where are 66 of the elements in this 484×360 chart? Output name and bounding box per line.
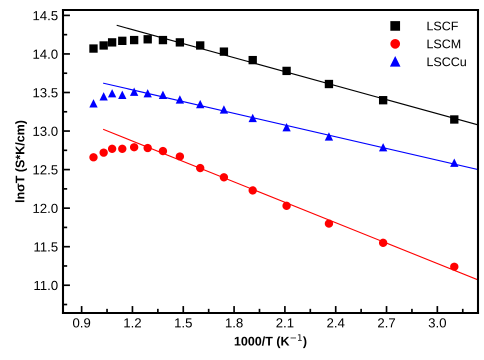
- x-tick-label: 1.8: [226, 318, 243, 328]
- legend-label: LSCCu: [427, 57, 466, 66]
- point: [450, 262, 458, 271]
- point: [176, 95, 184, 104]
- x-axis-title: 1000/T (K$^{−1}$): [234, 334, 306, 348]
- x-tick-label: 3.0: [428, 318, 446, 328]
- point: [108, 144, 116, 153]
- legend-label: LSCM: [427, 39, 460, 48]
- x-tick-label: 2.1: [276, 318, 294, 328]
- point: [220, 105, 228, 114]
- point: [89, 99, 98, 108]
- point: [176, 38, 184, 47]
- point: [158, 146, 168, 156]
- point: [282, 66, 291, 76]
- point: [176, 152, 184, 161]
- point: [130, 143, 138, 152]
- point: [324, 219, 334, 228]
- point: [196, 164, 204, 172]
- point: [196, 41, 204, 50]
- point: [144, 35, 152, 44]
- point: [196, 100, 204, 108]
- point: [248, 56, 257, 64]
- y-tick-label: 12.0: [33, 204, 58, 214]
- point: [158, 90, 168, 99]
- point: [158, 36, 168, 44]
- point: [108, 38, 116, 47]
- x-tick-label: 2.4: [327, 318, 344, 328]
- point: [450, 158, 458, 167]
- point: [220, 47, 228, 56]
- y-tick-label: 14.5: [33, 11, 58, 20]
- y-tick-label: 12.5: [33, 165, 58, 175]
- point: [144, 144, 152, 152]
- x-tick-label: 1.2: [124, 318, 141, 328]
- point: [108, 89, 116, 98]
- y-tick-label: 11.0: [34, 280, 58, 290]
- point: [378, 96, 388, 104]
- point: [118, 90, 126, 99]
- point: [378, 143, 388, 152]
- point: [99, 92, 108, 101]
- point: [130, 88, 138, 96]
- y-tick-label: 11.5: [34, 242, 58, 252]
- point: [99, 41, 108, 50]
- point: [99, 148, 108, 157]
- point: [118, 144, 126, 153]
- point: [220, 173, 228, 182]
- point: [248, 114, 257, 122]
- y-tick-label: 13.0: [33, 126, 58, 136]
- point: [378, 238, 388, 248]
- point: [130, 36, 138, 44]
- point: [324, 80, 334, 88]
- x-tick-label: 1.5: [175, 318, 192, 328]
- x-tick-label: 2.7: [378, 318, 396, 328]
- point: [89, 153, 98, 162]
- y-tick-label: 14.0: [33, 50, 58, 59]
- legend-label: LSCF: [427, 22, 458, 30]
- point: [248, 186, 257, 195]
- point: [324, 132, 334, 141]
- point: [144, 89, 152, 98]
- point: [450, 115, 458, 124]
- y-tick-label: 13.5: [33, 88, 58, 98]
- x-tick-label: 0.9: [72, 318, 90, 328]
- point: [89, 44, 98, 53]
- y-axis-title: lnσT (S*K/cm): [15, 120, 27, 202]
- point: [282, 202, 291, 210]
- point: [282, 123, 291, 132]
- point: [118, 36, 126, 46]
